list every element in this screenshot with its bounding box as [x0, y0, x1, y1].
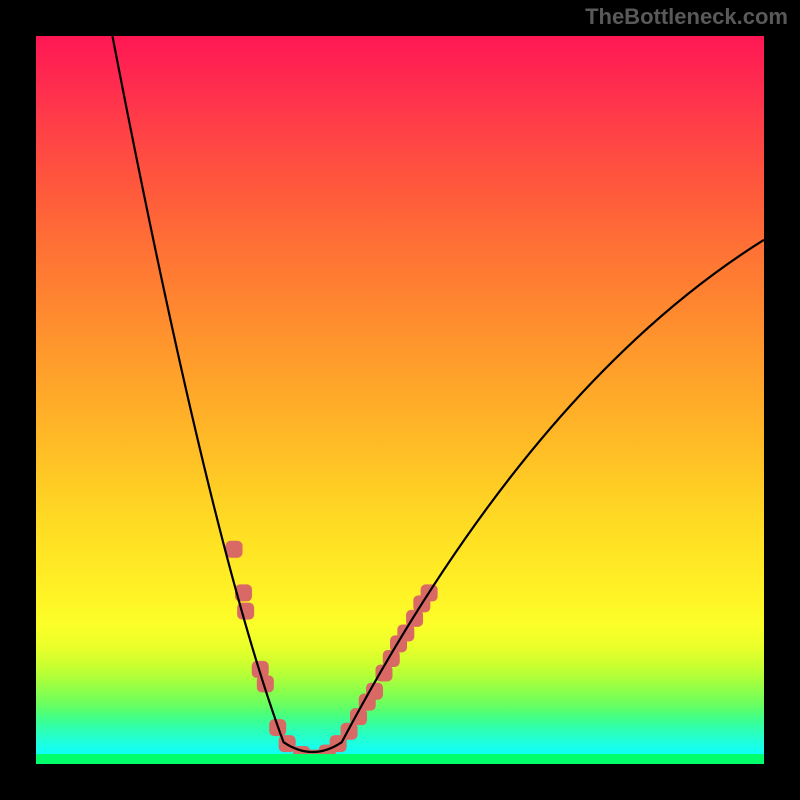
chart-svg	[36, 36, 764, 764]
plot-area	[36, 36, 764, 764]
data-marker	[341, 723, 358, 740]
x-axis-legend-bar	[36, 754, 764, 764]
watermark-text: TheBottleneck.com	[585, 4, 788, 30]
data-marker	[226, 541, 243, 558]
markers-layer	[226, 541, 438, 764]
bottleneck-curve	[112, 36, 764, 752]
